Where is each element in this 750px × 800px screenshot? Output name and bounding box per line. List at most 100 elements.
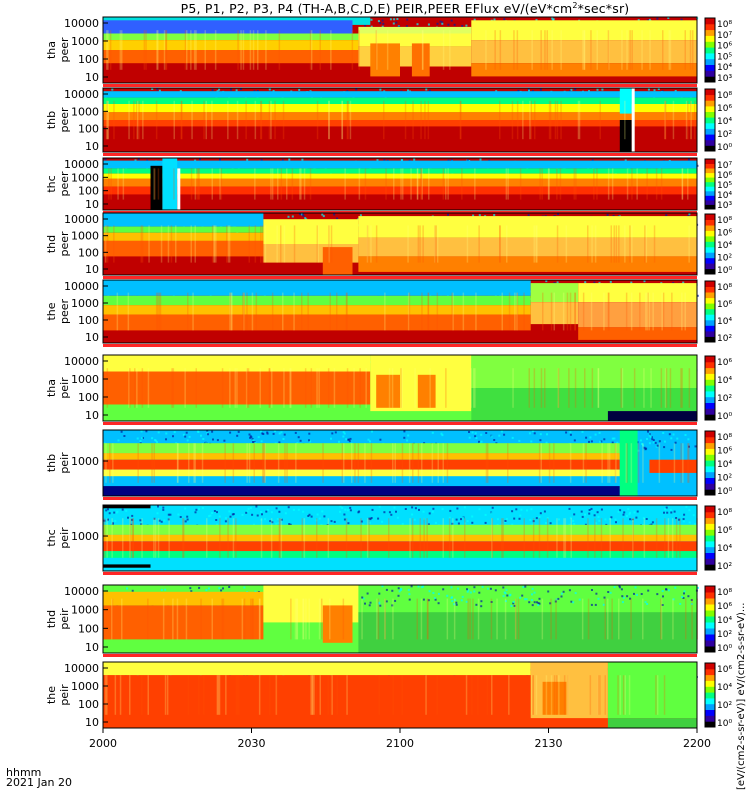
colorbar-segment [705, 18, 715, 25]
noise-pixel [371, 508, 374, 511]
noise-pixel [266, 509, 269, 511]
streak [111, 518, 113, 558]
y-tick-label: 1000 [71, 35, 99, 48]
spectrogram-band [103, 173, 697, 179]
streak [408, 443, 411, 483]
noise-pixel [627, 508, 630, 510]
noise-pixel [158, 89, 161, 92]
noise-pixel [184, 507, 187, 510]
noise-pixel [521, 594, 524, 597]
streak [251, 598, 253, 640]
colorbar-tick-label: 10⁴ [717, 317, 732, 327]
noise-pixel [491, 506, 494, 509]
noise-pixel [416, 23, 419, 26]
streak [608, 30, 610, 70]
noise-pixel [656, 593, 659, 596]
noise-pixel [535, 19, 538, 21]
noise-pixel [140, 523, 143, 526]
noise-pixel [535, 517, 538, 520]
noise-pixel [484, 513, 487, 516]
y-tick-label: 10000 [64, 355, 99, 368]
streak [248, 443, 251, 483]
streak [143, 30, 146, 70]
streak [578, 100, 581, 140]
streak [682, 443, 684, 483]
y-tick-label: 1000 [71, 105, 99, 118]
noise-pixel [185, 431, 188, 434]
streak [614, 443, 617, 483]
noise-pixel [584, 281, 587, 284]
colorbar-tick-label: 10² [717, 562, 732, 572]
colorbar-segment [705, 390, 715, 398]
noise-pixel [155, 439, 157, 442]
streak [253, 443, 255, 483]
noise-pixel [525, 598, 528, 601]
streak [214, 30, 217, 70]
streak [473, 368, 475, 408]
noise-pixel [292, 508, 295, 511]
streak [383, 100, 385, 140]
colorbar-segment [705, 58, 715, 65]
colorbar-segment [705, 674, 715, 681]
noise-pixel [690, 599, 693, 601]
noise-pixel [362, 597, 365, 600]
noise-pixel [528, 601, 531, 604]
colorbar-segment [705, 286, 715, 293]
streak [109, 30, 112, 70]
noise-pixel [447, 213, 449, 216]
colorbar-segment [705, 219, 715, 226]
spectrogram-band [103, 551, 697, 558]
streak [626, 443, 628, 483]
streak [560, 30, 562, 70]
noise-pixel [651, 521, 654, 524]
noise-pixel [531, 604, 534, 607]
noise-pixel [334, 431, 337, 434]
streak [162, 598, 165, 640]
spectrogram-band [103, 469, 620, 477]
noise-pixel [486, 587, 489, 590]
noise-pixel [480, 433, 483, 436]
noise-pixel [368, 521, 371, 524]
streak [136, 100, 138, 140]
noise-pixel [126, 587, 128, 590]
noise-pixel [501, 523, 504, 526]
streak [633, 368, 636, 408]
streak [182, 518, 184, 558]
streak [181, 100, 183, 140]
noise-pixel [662, 595, 664, 598]
noise-pixel [442, 588, 445, 591]
noise-pixel [247, 507, 250, 510]
noise-pixel [278, 432, 281, 435]
spectrogram-band [103, 524, 697, 535]
streak [106, 368, 109, 408]
streak [692, 30, 694, 70]
noise-pixel [179, 90, 182, 93]
panel-species-label: peir [58, 377, 71, 399]
noise-pixel [668, 433, 671, 436]
colorbar-segment [705, 448, 715, 455]
noise-pixel [682, 520, 685, 523]
streak [414, 368, 416, 408]
streak [516, 100, 519, 140]
streak [246, 368, 249, 408]
noise-pixel [434, 521, 437, 524]
noise-pixel [249, 507, 252, 509]
streak [194, 225, 196, 263]
streak [276, 675, 278, 715]
streak [286, 168, 288, 200]
colorbar-segment [705, 489, 715, 496]
streak [442, 30, 445, 70]
streak [624, 100, 626, 140]
noise-pixel [588, 512, 591, 515]
colorbar-frame [704, 355, 716, 421]
streak [296, 598, 298, 640]
noise-pixel [556, 281, 559, 284]
noise-pixel [528, 89, 530, 92]
noise-pixel [272, 432, 275, 435]
noise-pixel [407, 588, 410, 591]
noise-pixel [200, 434, 202, 437]
streak [669, 30, 672, 70]
panel-frame [102, 212, 698, 276]
noise-pixel [493, 439, 496, 441]
